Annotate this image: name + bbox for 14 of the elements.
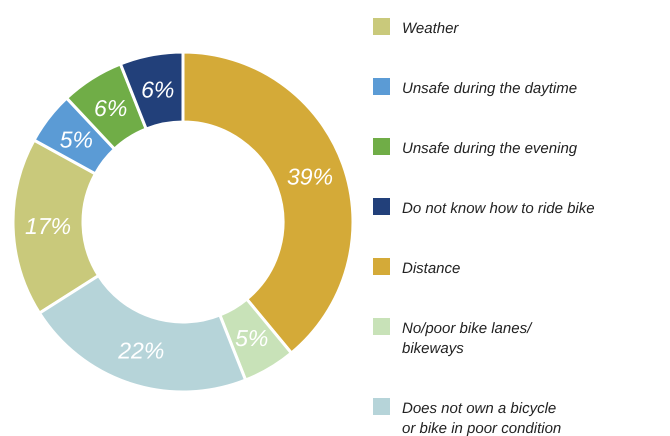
legend-label: Distance — [402, 260, 460, 277]
data-label: 6% — [141, 76, 174, 102]
data-label: 5% — [235, 325, 268, 352]
data-label: 5% — [60, 126, 93, 152]
legend-label: Does not own a bicycle or bike in poor condition — [402, 400, 562, 436]
legend-label: Do not know how to ride bike — [402, 200, 595, 217]
data-label: 22% — [117, 337, 164, 364]
data-label: 6% — [94, 95, 128, 122]
legend-label: Weather — [402, 20, 460, 37]
data-label: 17% — [25, 213, 72, 240]
legend-label: No/poor bike lanes/ bikeways — [402, 320, 534, 357]
legend-label: Unsafe during the evening — [402, 140, 578, 157]
legend-label: Unsafe during the daytime — [402, 80, 578, 97]
data-label: 39% — [286, 163, 334, 190]
